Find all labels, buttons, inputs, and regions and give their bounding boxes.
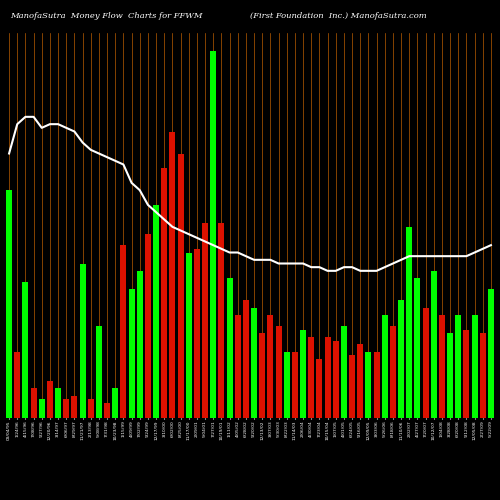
Bar	[194, 249, 200, 418]
Bar	[358, 344, 363, 418]
Bar	[308, 337, 314, 417]
Bar	[374, 352, 380, 418]
Bar	[456, 315, 461, 418]
Bar	[292, 352, 298, 418]
Bar	[137, 271, 142, 418]
Bar	[422, 308, 428, 418]
Bar	[210, 51, 216, 418]
Bar	[260, 333, 265, 417]
Bar	[333, 340, 338, 417]
Bar	[316, 359, 322, 418]
Bar	[153, 205, 159, 418]
Bar	[186, 252, 192, 418]
Bar	[406, 227, 412, 418]
Bar	[112, 388, 118, 418]
Bar	[128, 289, 134, 418]
Bar	[96, 326, 102, 418]
Bar	[22, 282, 28, 418]
Bar	[300, 330, 306, 418]
Bar	[390, 326, 396, 418]
Text: ManofaSutra  Money Flow  Charts for FFWM: ManofaSutra Money Flow Charts for FFWM	[10, 12, 202, 20]
Bar	[284, 352, 290, 418]
Bar	[120, 245, 126, 418]
Bar	[64, 399, 69, 417]
Bar	[414, 278, 420, 417]
Bar	[488, 289, 494, 418]
Bar	[268, 315, 274, 418]
Bar	[276, 326, 281, 418]
Bar	[447, 333, 453, 417]
Bar	[80, 264, 86, 418]
Bar	[464, 330, 469, 418]
Bar	[431, 271, 436, 418]
Text: (First Foundation  Inc.) ManofaSutra.com: (First Foundation Inc.) ManofaSutra.com	[250, 12, 427, 20]
Bar	[162, 168, 167, 418]
Bar	[439, 315, 445, 418]
Bar	[30, 388, 36, 418]
Bar	[104, 403, 110, 417]
Bar	[88, 399, 94, 417]
Bar	[145, 234, 151, 418]
Bar	[235, 315, 240, 418]
Bar	[398, 300, 404, 418]
Bar	[226, 278, 232, 417]
Bar	[14, 352, 20, 418]
Bar	[480, 333, 486, 417]
Bar	[341, 326, 347, 418]
Bar	[39, 399, 44, 417]
Bar	[47, 381, 53, 418]
Bar	[382, 315, 388, 418]
Bar	[55, 388, 61, 418]
Bar	[349, 355, 355, 418]
Bar	[251, 308, 257, 418]
Bar	[170, 132, 175, 418]
Bar	[324, 337, 330, 417]
Bar	[72, 396, 78, 417]
Bar	[218, 223, 224, 418]
Bar	[178, 154, 184, 418]
Bar	[202, 223, 208, 418]
Bar	[366, 352, 372, 418]
Bar	[472, 315, 478, 418]
Bar	[6, 190, 12, 418]
Bar	[243, 300, 249, 418]
